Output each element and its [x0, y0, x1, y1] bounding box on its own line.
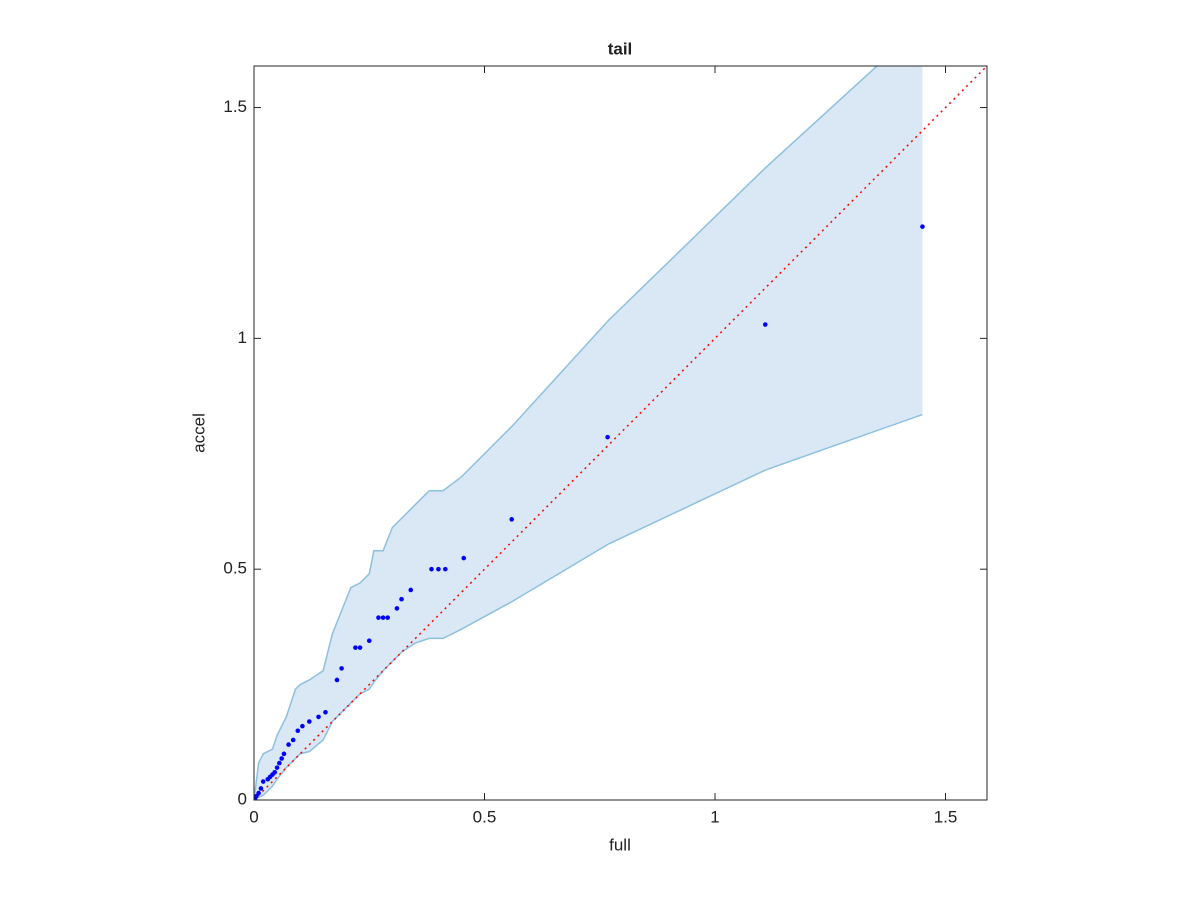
data-point	[509, 517, 515, 522]
data-point	[394, 606, 400, 611]
data-point	[260, 779, 266, 784]
data-point	[353, 645, 358, 650]
data-point	[429, 566, 434, 572]
data-point	[277, 760, 282, 766]
data-point	[443, 566, 448, 572]
data-point	[274, 765, 280, 770]
x-tick-label: 0.5	[473, 807, 497, 826]
y-tick-label: 0	[238, 789, 247, 808]
data-point	[295, 728, 301, 734]
data-point	[279, 756, 284, 761]
x-tick-label: 0	[249, 807, 258, 826]
axes-box	[253, 65, 988, 801]
data-point	[286, 742, 291, 747]
data-point	[281, 751, 287, 757]
data-point	[366, 638, 372, 644]
data-point	[920, 224, 925, 229]
data-point	[605, 434, 610, 440]
data-point	[357, 645, 363, 650]
plot-area	[254, 66, 987, 800]
data-point	[376, 615, 381, 620]
data-point	[762, 322, 768, 327]
data-point	[334, 677, 340, 683]
y-tick-label: 1	[238, 328, 247, 347]
data-point	[323, 709, 328, 715]
data-point	[399, 596, 404, 602]
x-tick-label: 1	[710, 807, 719, 826]
data-point	[408, 587, 414, 593]
band-edge-upper	[254, 66, 879, 800]
y-tick-label: 1.5	[223, 97, 247, 116]
data-point	[300, 723, 305, 729]
data-point	[316, 714, 321, 720]
chart-title: tail	[608, 39, 633, 58]
x-axis-label: full	[609, 835, 631, 854]
data-point	[272, 770, 278, 775]
confidence-band	[254, 66, 923, 800]
band-edge-lower	[254, 413, 923, 800]
data-point	[385, 615, 390, 620]
y-tick-label: 0.5	[223, 559, 247, 578]
reference-line	[254, 66, 987, 800]
data-point	[256, 790, 261, 796]
data-point	[307, 719, 312, 724]
data-point	[290, 737, 296, 743]
data-point	[461, 555, 467, 561]
data-point	[380, 615, 386, 620]
data-point	[339, 666, 344, 671]
data-point	[258, 786, 264, 791]
data-point	[436, 566, 441, 572]
y-axis-label: accel	[189, 413, 208, 453]
x-tick-label: 1.5	[934, 807, 958, 826]
data-point	[254, 794, 259, 799]
